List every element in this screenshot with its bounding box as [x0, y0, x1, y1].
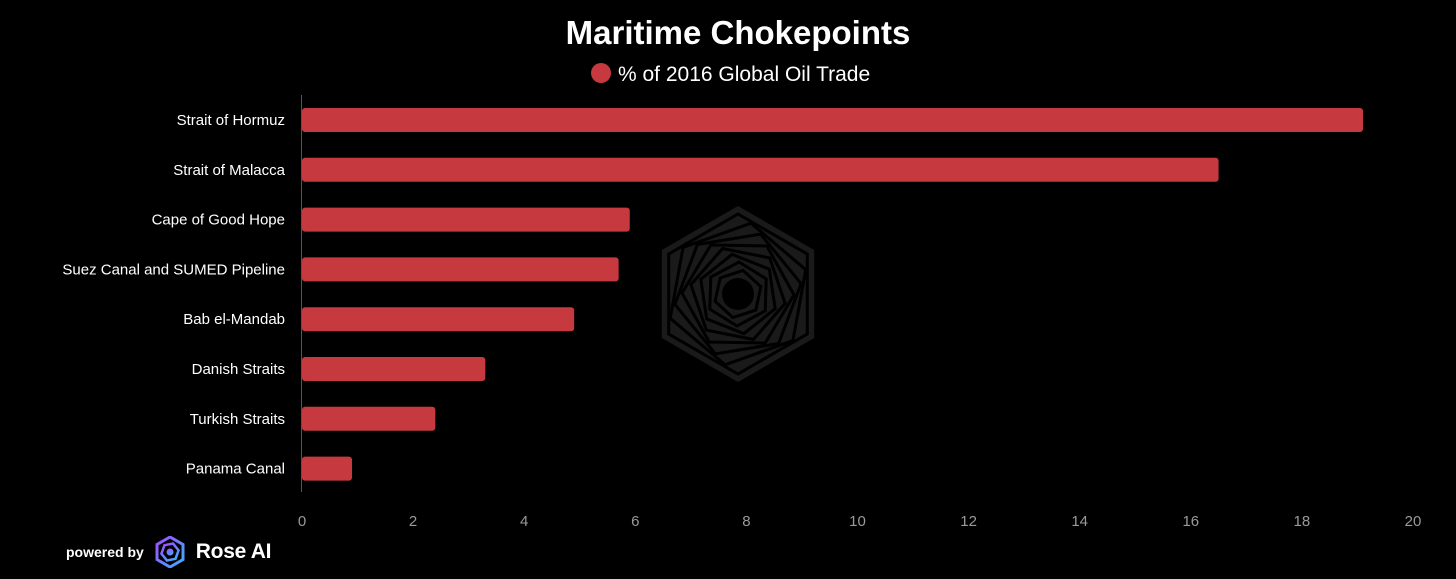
x-tick-label: 8 — [742, 513, 750, 530]
legend-label: % of 2016 Global Oil Trade — [618, 63, 870, 86]
x-tick-label: 14 — [1071, 513, 1088, 530]
category-label: Strait of Malacca — [173, 162, 285, 179]
x-tick-label: 18 — [1294, 513, 1311, 530]
x-tick-label: 20 — [1405, 513, 1422, 530]
bar — [302, 207, 630, 232]
watermark-ring — [667, 212, 809, 376]
watermark-ring — [689, 246, 787, 342]
rose-ai-logo-icon — [155, 536, 185, 568]
bar — [302, 456, 352, 481]
legend-swatch — [591, 63, 611, 83]
x-tick-label: 10 — [849, 513, 866, 530]
x-tick-label: 6 — [631, 513, 639, 530]
x-tick-label: 0 — [298, 513, 306, 530]
x-tick-label: 4 — [520, 513, 528, 530]
category-label: Suez Canal and SUMED Pipeline — [62, 261, 285, 278]
watermark-ring — [713, 268, 763, 320]
bar — [302, 406, 436, 431]
watermark-core — [722, 278, 754, 310]
x-tick-label: 12 — [960, 513, 977, 530]
watermark-ring — [673, 232, 803, 356]
watermark-ring — [680, 243, 796, 345]
bar — [302, 307, 575, 332]
chart-title: Maritime Chokepoints — [566, 14, 911, 51]
watermark-ring — [699, 252, 777, 336]
category-label: Panama Canal — [186, 461, 285, 478]
x-tick-label: 2 — [409, 513, 417, 530]
watermark-logo — [661, 206, 815, 382]
watermark-ring — [668, 221, 808, 367]
category-labels: Strait of Hormuz Strait of Malacca Cape of… — [62, 112, 285, 478]
category-label: Danish Straits — [192, 361, 285, 378]
powered-by-text: powered by — [66, 544, 144, 560]
category-label: Strait of Hormuz — [177, 112, 285, 129]
watermark-ring — [708, 260, 768, 328]
x-tick-labels: 0 2 4 6 8 10 12 14 16 18 20 — [298, 513, 1422, 530]
brand-name: Rose AI — [195, 540, 272, 563]
x-tick-label: 16 — [1182, 513, 1199, 530]
category-label: Turkish Straits — [190, 411, 285, 428]
category-label: Bab el-Mandab — [183, 311, 285, 328]
bar — [302, 257, 619, 282]
legend: % of 2016 Global Oil Trade — [591, 63, 870, 86]
bars — [302, 108, 1364, 481]
bar — [302, 357, 486, 381]
chart: Maritime Chokepoints % of 2016 Global Oi… — [62, 14, 1422, 530]
category-label: Cape of Good Hope — [152, 212, 285, 229]
footer: powered by Rose AI — [66, 534, 271, 570]
bar — [302, 157, 1219, 182]
bar — [302, 108, 1364, 132]
